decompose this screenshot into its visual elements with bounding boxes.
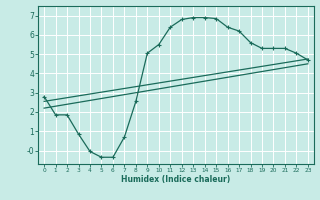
- X-axis label: Humidex (Indice chaleur): Humidex (Indice chaleur): [121, 175, 231, 184]
